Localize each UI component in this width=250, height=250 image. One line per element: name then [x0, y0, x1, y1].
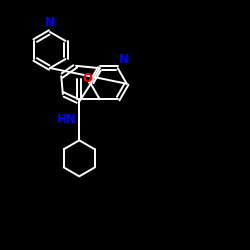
Text: N: N	[119, 53, 129, 66]
Text: N: N	[44, 16, 54, 29]
Text: O: O	[82, 72, 92, 85]
Text: HN: HN	[57, 113, 77, 126]
